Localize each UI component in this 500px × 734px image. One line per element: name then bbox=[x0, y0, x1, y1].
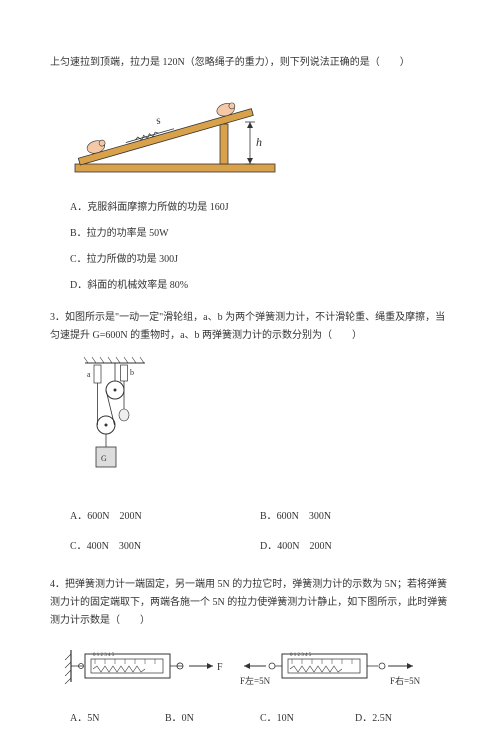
q4-left-figure: 0 1 2 3 4 5 F bbox=[63, 642, 233, 692]
question-4: 4．把弹簧测力计一端固定，另一端用 5N 的力拉它时，弹簧测力计的示数为 5N；… bbox=[50, 576, 450, 734]
q2-option-c: C．拉力所做的功是 300J bbox=[70, 251, 450, 269]
f-left-label: F左=5N bbox=[240, 675, 271, 686]
svg-text:0 1 2 3 4 5: 0 1 2 3 4 5 bbox=[93, 653, 115, 658]
question-2: 上匀速拉到顶端，拉力是 120N（忽略绳子的重力），则下列说法正确的是（ ） s bbox=[50, 54, 450, 295]
f-label: F bbox=[217, 662, 223, 673]
q4-option-d: D．2.5N bbox=[355, 710, 450, 728]
q3-pulley-figure: a b G bbox=[80, 355, 450, 492]
q2-option-d: D．斜面的机械效率是 80% bbox=[70, 277, 450, 295]
q3-option-c: C．400N 300N bbox=[70, 538, 260, 556]
svg-text:b: b bbox=[130, 368, 134, 377]
q4-option-c: C．10N bbox=[260, 710, 355, 728]
q2-option-a: A．克服斜面摩擦力所做的功是 160J bbox=[70, 199, 450, 217]
q2-option-b: B．拉力的功率是 50W bbox=[70, 225, 450, 243]
s-label: s bbox=[155, 114, 162, 127]
q3-options: A．600N 200N B．600N 300N C．400N 300N D．40… bbox=[70, 502, 450, 562]
h-label: h bbox=[256, 135, 262, 149]
q3-option-b: B．600N 300N bbox=[260, 508, 450, 526]
q3-option-a: A．600N 200N bbox=[70, 508, 260, 526]
q2-intro: 上匀速拉到顶端，拉力是 120N（忽略绳子的重力），则下列说法正确的是（ ） bbox=[50, 54, 450, 72]
q4-right-figure: F左=5N 0 1 2 3 4 5 F右=5N bbox=[238, 642, 438, 692]
q2-incline-figure: s h bbox=[70, 82, 450, 189]
q4-option-b: B．0N bbox=[165, 710, 260, 728]
q3-intro: 3．如图所示是"一动一定"滑轮组，a、b 为两个弹簧测力计，不计滑轮重、绳重及摩… bbox=[50, 309, 450, 345]
q4-spring-figures: 0 1 2 3 4 5 F F左=5N bbox=[60, 642, 440, 692]
q4-options: A．5N B．0N C．10N D．2.5N bbox=[70, 704, 450, 734]
question-3: 3．如图所示是"一动一定"滑轮组，a、b 为两个弹簧测力计，不计滑轮重、绳重及摩… bbox=[50, 309, 450, 562]
q2-options: A．克服斜面摩擦力所做的功是 160J B．拉力的功率是 50W C．拉力所做的… bbox=[70, 199, 450, 295]
q4-intro: 4．把弹簧测力计一端固定，另一端用 5N 的力拉它时，弹簧测力计的示数为 5N；… bbox=[50, 576, 450, 630]
q4-option-a: A．5N bbox=[70, 710, 165, 728]
f-right-label: F右=5N bbox=[390, 675, 421, 686]
svg-text:G: G bbox=[101, 454, 107, 463]
q3-option-d: D．400N 200N bbox=[260, 538, 450, 556]
svg-text:a: a bbox=[87, 370, 91, 379]
svg-text:0 1 2 3 4 5: 0 1 2 3 4 5 bbox=[290, 653, 312, 658]
